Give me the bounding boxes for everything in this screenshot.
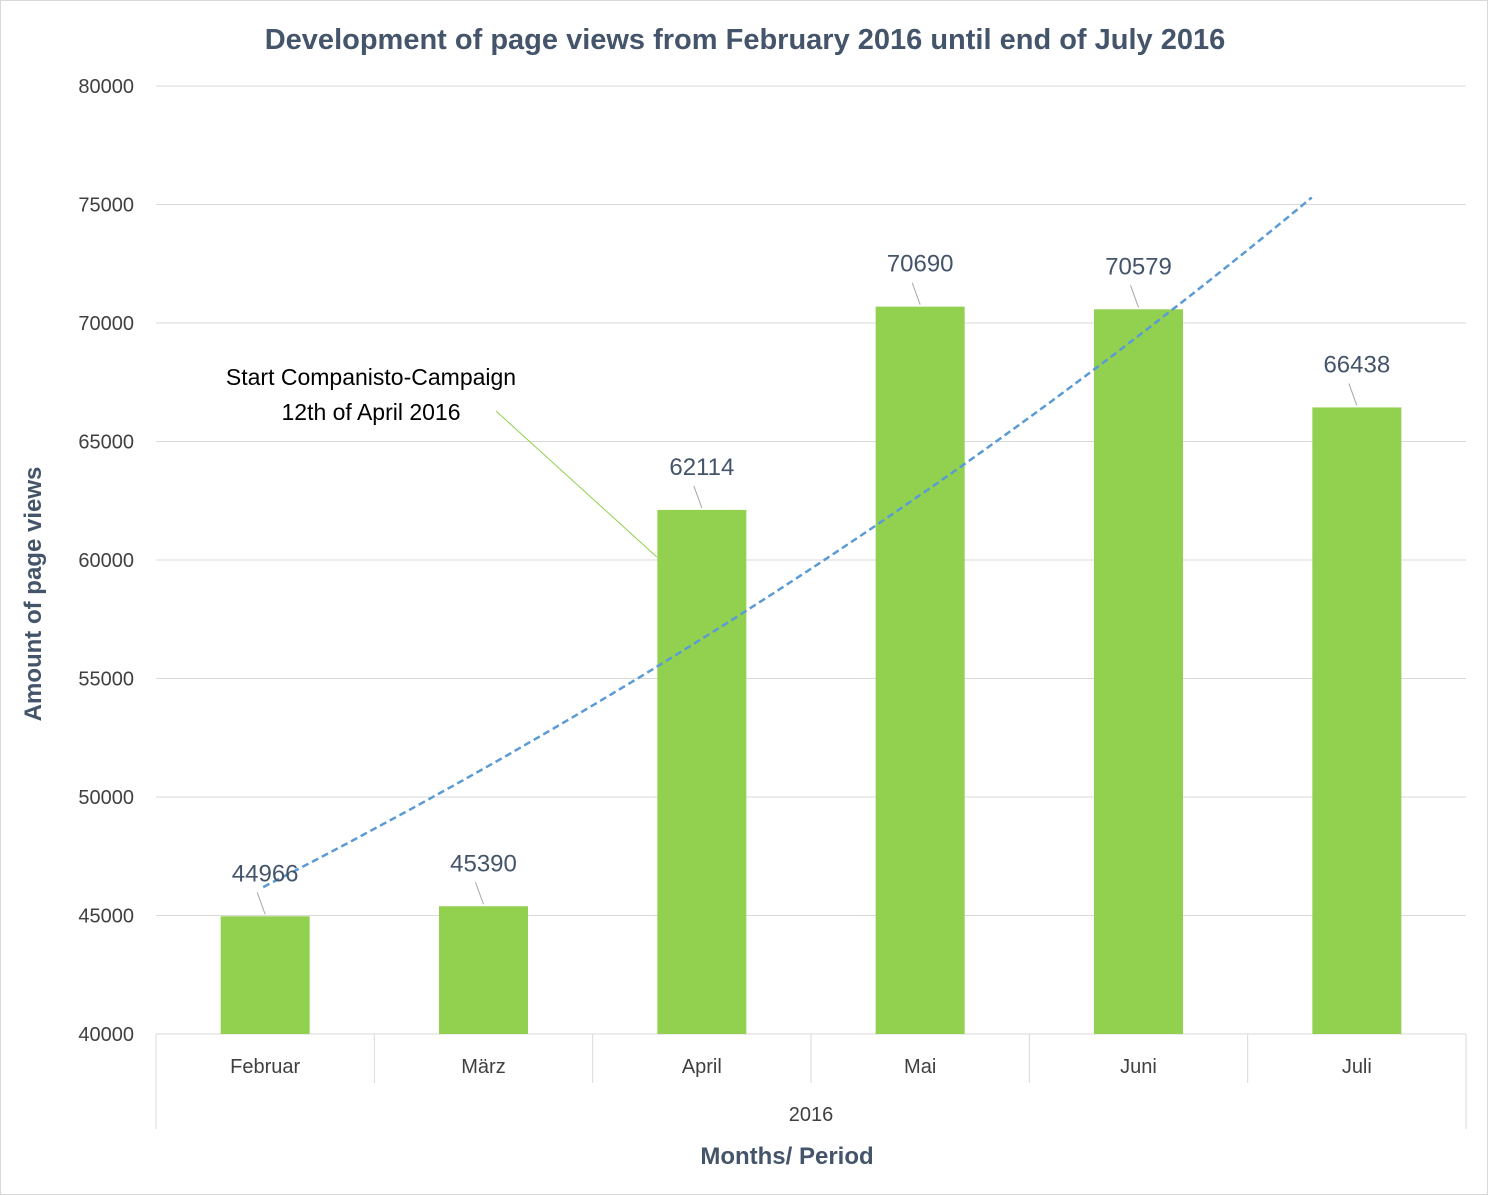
x-tick-label: Februar [230, 1056, 300, 1078]
x-tick-label: Juli [1342, 1056, 1372, 1078]
annotation-line-2: 12th of April 2016 [281, 399, 460, 425]
data-label: 44966 [232, 860, 299, 887]
y-tick-label: 40000 [78, 1024, 134, 1046]
x-tick-label: Mai [904, 1056, 936, 1078]
y-tick-label: 45000 [78, 906, 134, 928]
data-label-leader [256, 892, 266, 915]
chart-title: Development of page views from February … [265, 24, 1226, 56]
x-tick-label: Juni [1120, 1056, 1157, 1078]
x-group-label: 2016 [789, 1104, 834, 1126]
y-tick-label: 60000 [78, 550, 134, 572]
data-labels: 44966 45390 62114 70690 70579 66438 [232, 251, 1390, 915]
x-axis: Februar März April Mai Juni Juli [155, 1033, 1467, 1129]
data-label: 66438 [1323, 351, 1390, 378]
x-tick-label: April [682, 1056, 722, 1078]
bar [439, 906, 528, 1034]
y-axis-title: Amount of page views [20, 467, 47, 722]
bar [1094, 309, 1183, 1034]
bar [220, 916, 310, 1034]
data-label: 70690 [887, 251, 954, 278]
annotation-line-1: Start Companisto-Campaign [226, 364, 516, 390]
data-label: 62114 [669, 454, 734, 481]
y-axis-ticks: 40000 45000 50000 55000 60000 65000 70000 75000… [78, 76, 134, 1046]
y-tick-label: 70000 [78, 313, 134, 335]
data-label-leader [1348, 383, 1358, 406]
gridlines [156, 85, 1466, 1035]
data-label-leader [1130, 285, 1139, 308]
data-label-leader [693, 485, 703, 509]
x-axis-title: Months/ Period [700, 1143, 873, 1170]
bar [657, 509, 747, 1034]
annotation-group: Start Companisto-Campaign 12th of April … [226, 364, 658, 558]
annotation-leader-line [495, 410, 658, 558]
y-tick-label: 65000 [78, 432, 134, 454]
bar [1312, 407, 1402, 1034]
y-tick-label: 75000 [78, 195, 134, 217]
trendline [262, 196, 1313, 889]
bars [220, 306, 1402, 1035]
trendline-group [262, 196, 1313, 889]
y-tick-label: 80000 [78, 76, 134, 98]
data-label: 70579 [1105, 253, 1172, 280]
data-label-leader [911, 282, 921, 305]
y-tick-label: 50000 [78, 787, 134, 809]
x-tick-label: März [461, 1056, 505, 1078]
y-tick-label: 55000 [78, 669, 134, 691]
data-label-leader [475, 882, 484, 905]
bar [875, 306, 965, 1035]
data-label: 45390 [450, 850, 517, 877]
